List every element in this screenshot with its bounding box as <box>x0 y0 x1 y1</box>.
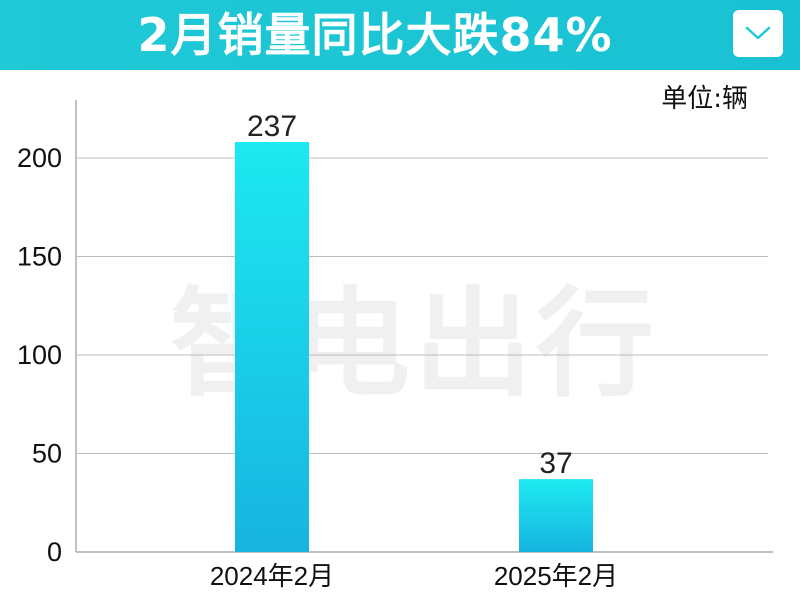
bar <box>235 142 309 552</box>
x-tick-label: 2024年2月 <box>210 561 334 591</box>
bars <box>235 142 593 552</box>
y-tick-label: 0 <box>47 537 62 567</box>
unit-label: 单位:辆 <box>661 84 748 114</box>
dropdown-button[interactable] <box>733 10 783 57</box>
data-label: 37 <box>539 447 572 480</box>
y-tick-label: 150 <box>17 242 62 272</box>
gridlines <box>75 100 773 553</box>
title-banner: 2月销量同比大跌84% <box>0 0 800 70</box>
labels: 0 50 100 150 200 237 2024年2月 37 2025年2月 <box>17 110 618 591</box>
y-tick-label: 100 <box>17 340 62 370</box>
x-tick-label: 2025年2月 <box>494 561 618 591</box>
y-tick-label: 50 <box>32 439 62 469</box>
bar <box>519 479 593 552</box>
y-tick-label: 200 <box>17 143 62 173</box>
chart-title: 2月销量同比大跌84% <box>137 8 613 62</box>
data-label: 237 <box>247 110 297 143</box>
chevron-down-icon <box>745 26 771 40</box>
